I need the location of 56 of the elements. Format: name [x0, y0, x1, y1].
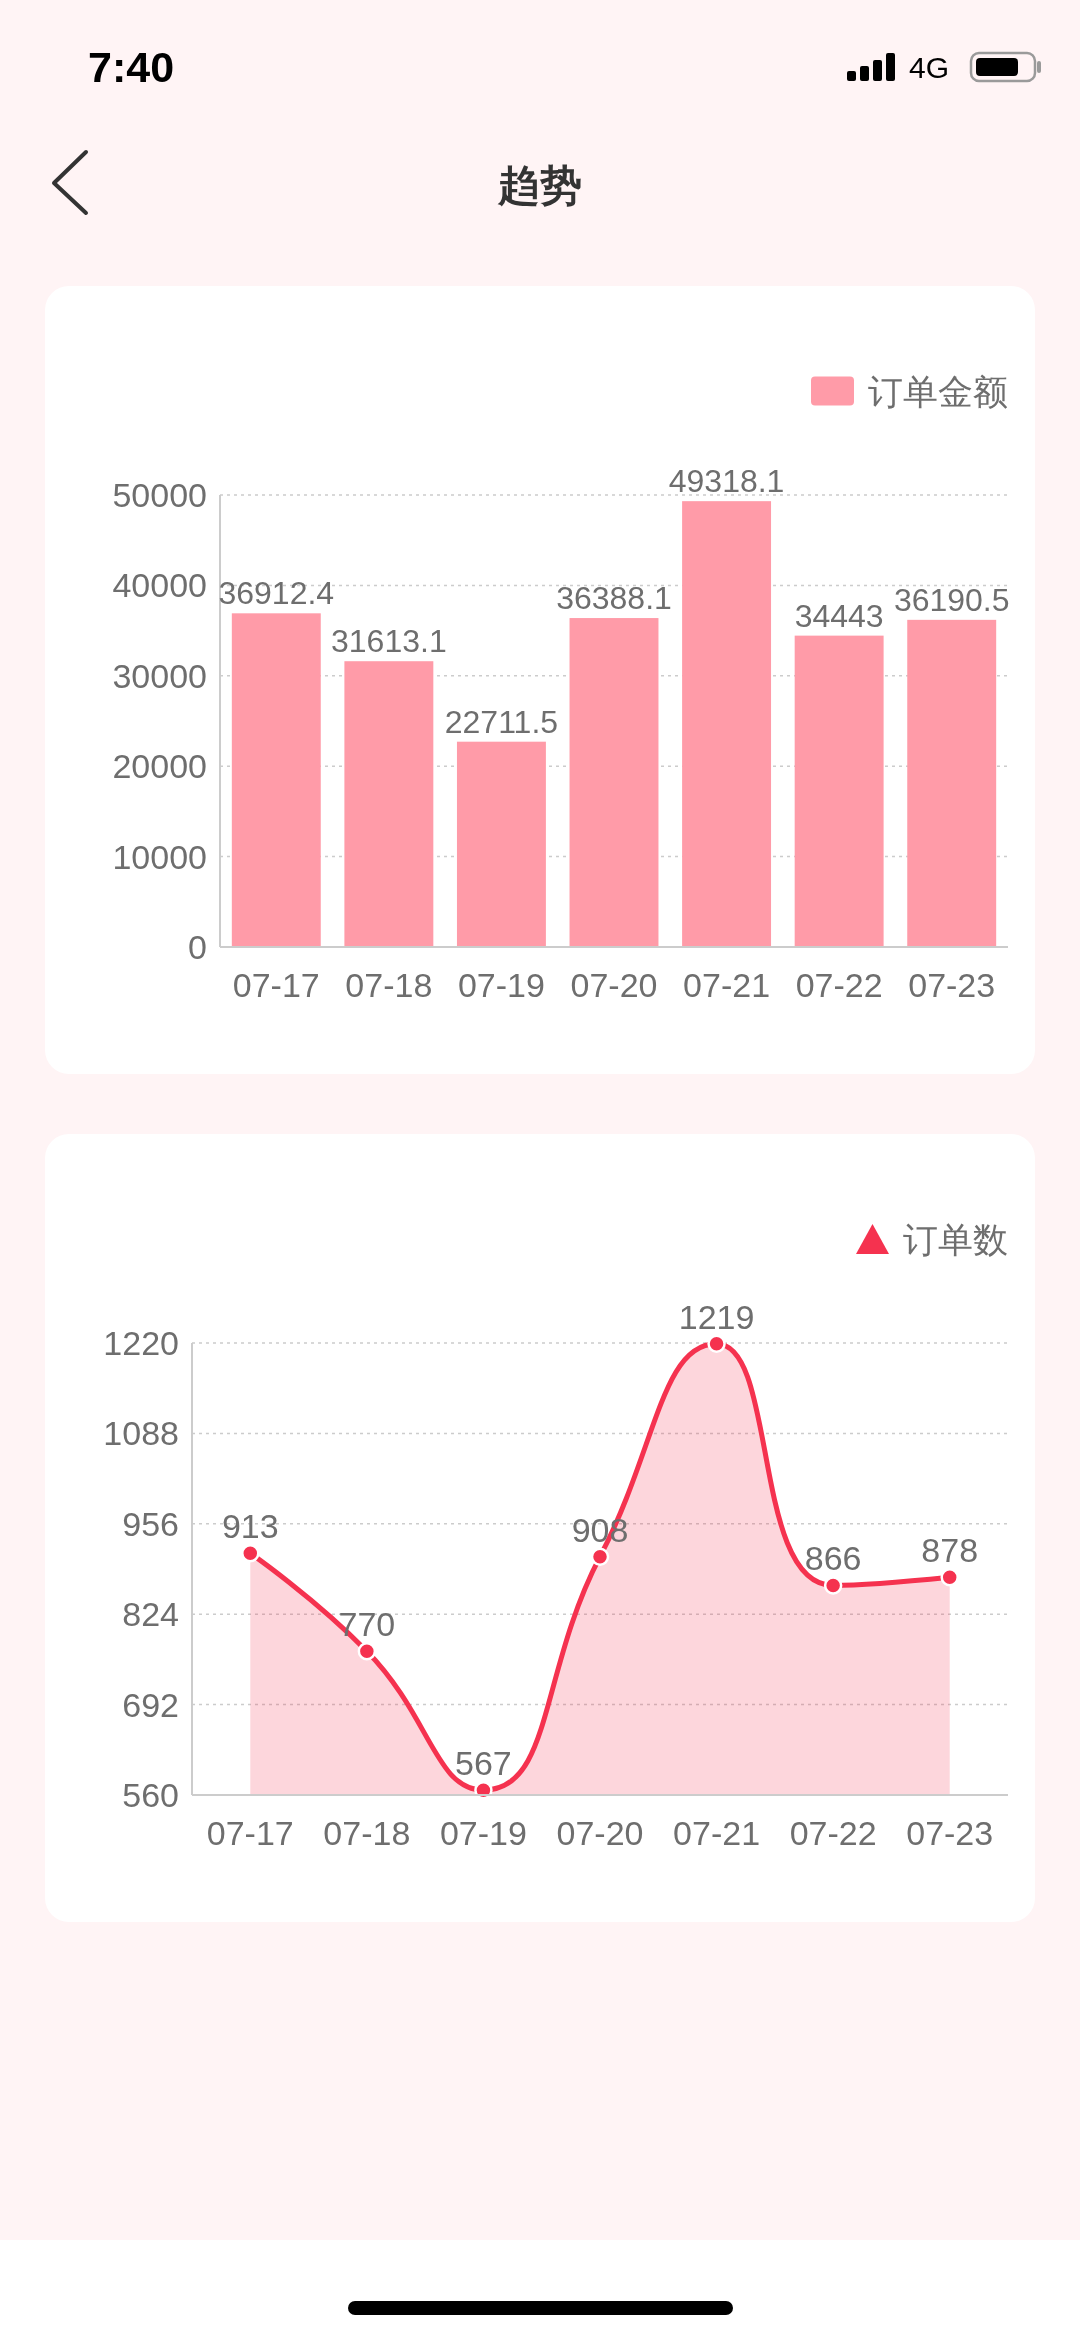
- y-tick-label: 20000: [112, 747, 207, 786]
- y-tick-label: 0: [188, 928, 207, 966]
- bar: [344, 661, 434, 947]
- y-tick-label: 30000: [112, 656, 207, 695]
- x-tick-label: 07-18: [323, 1814, 411, 1852]
- data-label: 866: [804, 1539, 862, 1578]
- x-tick-label: 07-19: [439, 1814, 527, 1852]
- point: [823, 1576, 843, 1595]
- bar: [682, 501, 772, 947]
- x-tick-label: 07-21: [673, 1814, 761, 1852]
- data-label: 36388.1: [556, 580, 672, 617]
- data-label: 878: [921, 1531, 979, 1570]
- point: [940, 1567, 959, 1587]
- data-label: 770: [338, 1605, 396, 1644]
- text: 4G: [909, 50, 950, 84]
- data-label: 49318.1: [668, 463, 785, 500]
- data-label: 567: [455, 1744, 512, 1783]
- data-label: 36912.4: [218, 575, 335, 612]
- x-tick-label: 07-22: [789, 1814, 877, 1852]
- data-label: 1219: [678, 1297, 755, 1336]
- point: [590, 1547, 610, 1566]
- bar: [907, 619, 997, 947]
- y-tick-label: 692: [122, 1685, 179, 1724]
- point: [357, 1641, 377, 1661]
- x-tick-label: 07-23: [908, 966, 996, 1004]
- x-tick-label: 07-19: [457, 966, 545, 1004]
- x-tick-label: 07-20: [556, 1814, 644, 1852]
- bar: [794, 635, 884, 947]
- x-tick-label: 07-18: [345, 966, 433, 1004]
- data-label: 36190.5: [893, 581, 1010, 618]
- x-tick-label: 07-22: [795, 966, 883, 1004]
- text: 趋势: [497, 161, 582, 209]
- x-tick-label: 07-17: [232, 966, 320, 1004]
- data-label: 31613.1: [331, 623, 447, 660]
- bar: [569, 618, 659, 947]
- text: 7:40: [88, 43, 175, 91]
- data-label: 913: [221, 1507, 279, 1546]
- y-tick-label: 1088: [103, 1414, 179, 1453]
- y-tick-label: 560: [122, 1776, 179, 1814]
- point: [241, 1544, 260, 1563]
- bar: [231, 613, 321, 947]
- legend-label: 订单金额: [868, 371, 1008, 411]
- y-tick-label: 40000: [112, 566, 207, 605]
- y-tick-label: 10000: [112, 837, 207, 876]
- x-tick-label: 07-17: [206, 1814, 294, 1852]
- legend-label: 订单数: [903, 1219, 1008, 1259]
- x-tick-label: 07-21: [683, 966, 771, 1004]
- x-tick-label: 07-23: [906, 1814, 994, 1852]
- y-tick-label: 824: [122, 1595, 179, 1634]
- bar: [456, 741, 546, 947]
- data-label: 22711.5: [444, 703, 559, 740]
- y-tick-label: 50000: [112, 476, 207, 514]
- data-label: 34443: [794, 597, 884, 634]
- y-tick-label: 1220: [103, 1324, 179, 1362]
- y-tick-label: 956: [122, 1504, 179, 1543]
- x-tick-label: 07-20: [570, 966, 658, 1004]
